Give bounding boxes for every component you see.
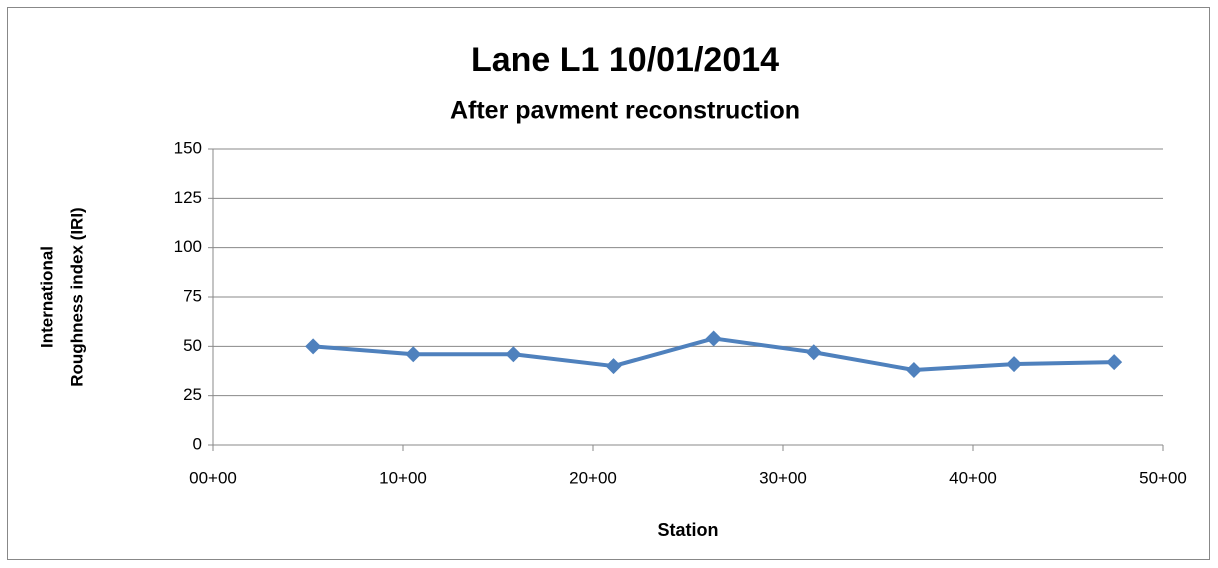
data-point bbox=[805, 344, 822, 361]
x-tick-label: 40+00 bbox=[949, 468, 997, 487]
chart-border bbox=[7, 7, 1210, 560]
y-tick-label: 0 bbox=[193, 434, 202, 453]
chart-subtitle: After pavment reconstruction bbox=[450, 97, 800, 125]
data-point bbox=[905, 362, 922, 379]
y-tick-label: 125 bbox=[174, 188, 202, 207]
x-axis-label: Station bbox=[658, 520, 719, 540]
data-point bbox=[1106, 354, 1123, 371]
y-tick-label: 150 bbox=[174, 138, 202, 157]
data-point bbox=[605, 358, 622, 375]
data-point bbox=[405, 346, 422, 363]
y-tick-label: 25 bbox=[183, 385, 202, 404]
x-tick-label: 10+00 bbox=[379, 468, 427, 487]
x-tick-label: 00+00 bbox=[189, 468, 237, 487]
x-tick-label: 30+00 bbox=[759, 468, 807, 487]
y-tick-label: 50 bbox=[183, 336, 202, 355]
x-tick-label: 50+00 bbox=[1139, 468, 1187, 487]
y-tick-label: 75 bbox=[183, 286, 202, 305]
x-tick-label: 20+00 bbox=[569, 468, 617, 487]
y-axis-label: International bbox=[37, 246, 56, 348]
data-point bbox=[705, 330, 722, 347]
data-point bbox=[1006, 356, 1023, 373]
data-point bbox=[505, 346, 522, 363]
data-point bbox=[305, 338, 322, 355]
y-axis-label: Roughness index (IRI) bbox=[67, 207, 86, 386]
chart-title: Lane L1 10/01/2014 bbox=[471, 41, 779, 79]
y-tick-label: 100 bbox=[174, 237, 202, 256]
